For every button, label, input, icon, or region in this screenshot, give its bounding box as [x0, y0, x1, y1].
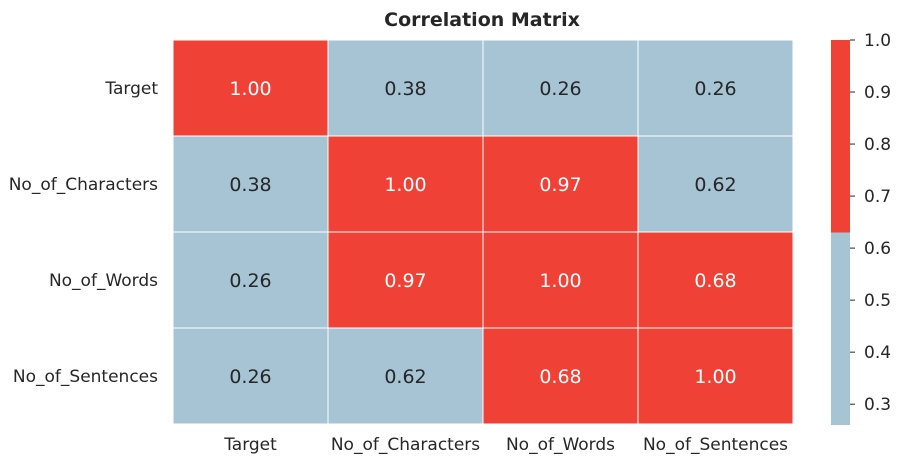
heatmap-cell	[637, 327, 794, 425]
heatmap-cell	[327, 327, 484, 425]
y-axis-tick-labels: Target No_of_Characters No_of_Words No_of_S…	[9, 79, 159, 387]
heatmap-cell-value: 1.00	[384, 174, 426, 196]
heatmap-cell-value: 0.68	[539, 366, 581, 388]
x-tick-label: No_of_Characters	[331, 435, 480, 455]
colorbar-tick-label: 1.0	[864, 31, 891, 51]
heatmap-cell	[172, 327, 329, 425]
x-tick-label: No_of_Words	[506, 435, 615, 455]
heatmap-cell	[327, 39, 484, 137]
heatmap-cell-value: 0.26	[694, 78, 736, 100]
heatmap-cell	[637, 39, 794, 137]
colorbar-tick-label: 0.8	[864, 135, 891, 155]
heatmap-cell-value: 0.26	[229, 366, 271, 388]
heatmap-cell	[327, 135, 484, 233]
heatmap-cell-value: 0.26	[229, 270, 271, 292]
colorbar-tick-label: 0.9	[864, 83, 891, 103]
x-axis-tick-labels: Target No_of_Characters No_of_Words No_of_S…	[223, 435, 788, 455]
colorbar-high-segment	[831, 40, 850, 233]
heatmap-cell	[172, 39, 329, 137]
y-tick-label: No_of_Words	[49, 271, 158, 291]
y-tick-label: No_of_Characters	[9, 175, 158, 195]
heatmap-cell	[482, 327, 639, 425]
heatmap-cell-value: 0.97	[539, 174, 581, 196]
heatmap-cell-value: 1.00	[229, 78, 271, 100]
heatmap-cell-value: 0.38	[384, 78, 426, 100]
x-tick-label: Target	[223, 435, 277, 455]
heatmap-cell-value: 0.26	[539, 78, 581, 100]
chart-title: Correlation Matrix	[384, 9, 580, 31]
heatmap-cell-value: 0.38	[229, 174, 271, 196]
x-tick-label: No_of_Sentences	[643, 435, 788, 455]
heatmap-cell-value: 1.00	[539, 270, 581, 292]
colorbar-tick-label: 0.3	[864, 395, 891, 415]
heatmap-cell	[637, 231, 794, 329]
colorbar-tick-label: 0.5	[864, 291, 891, 311]
heatmap-cell	[327, 231, 484, 329]
heatmap-cell	[637, 135, 794, 233]
colorbar-tick-label: 0.7	[864, 187, 891, 207]
colorbar-low-segment	[831, 232, 850, 425]
y-tick-label: No_of_Sentences	[13, 367, 158, 387]
heatmap-cell-value: 1.00	[694, 366, 736, 388]
heatmap-cells: 1.00 0.38 0.26 0.26 0.38 1.00 0.97 0.62 0.26 0.97…	[172, 39, 794, 425]
heatmap-cell-value: 0.97	[384, 270, 426, 292]
heatmap-cell	[172, 135, 329, 233]
colorbar-tick-label: 0.6	[864, 239, 891, 259]
colorbar: 0.3 0.4 0.5 0.6 0.7 0.8 0.9 1.0	[831, 31, 891, 425]
heatmap-cell-value: 0.62	[384, 366, 426, 388]
heatmap-cell	[482, 39, 639, 137]
colorbar-tick-label: 0.4	[864, 343, 891, 363]
y-tick-label: Target	[104, 79, 158, 99]
heatmap-cell-value: 0.62	[694, 174, 736, 196]
heatmap-cell-value: 0.68	[694, 270, 736, 292]
